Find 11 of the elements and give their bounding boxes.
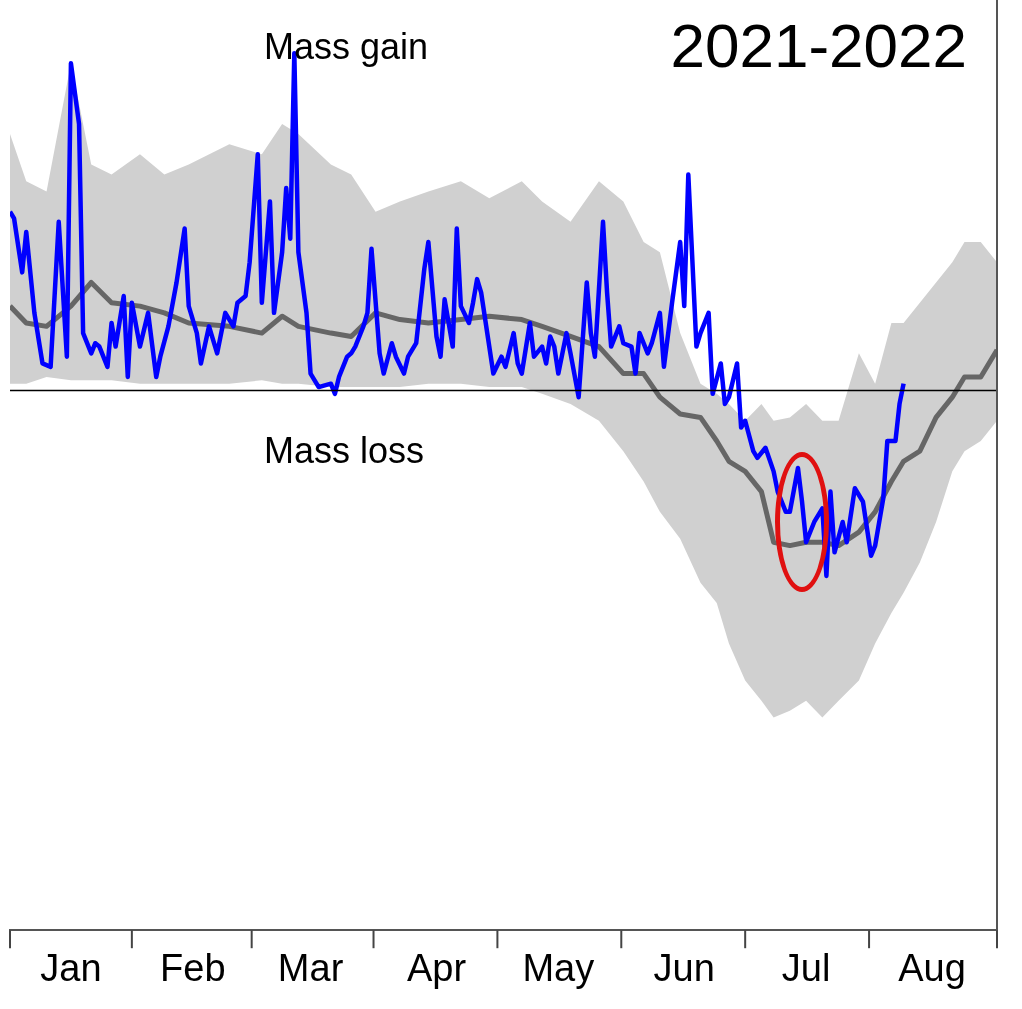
x-tick-label: Jul	[781, 947, 831, 990]
x-tick-label: Aug	[898, 947, 966, 990]
chart-title: 2021-2022	[670, 10, 967, 81]
annotation: Mass gain	[264, 26, 429, 68]
annotation: Mass loss	[264, 430, 425, 473]
x-tick-label: Apr	[406, 947, 467, 990]
x-tick-label: Feb	[160, 947, 226, 990]
x-tick-label: Jun	[653, 947, 715, 990]
x-tick-label: Jan	[40, 947, 102, 990]
x-tick-label: May	[522, 947, 595, 990]
x-tick-label: Mar	[277, 947, 344, 990]
